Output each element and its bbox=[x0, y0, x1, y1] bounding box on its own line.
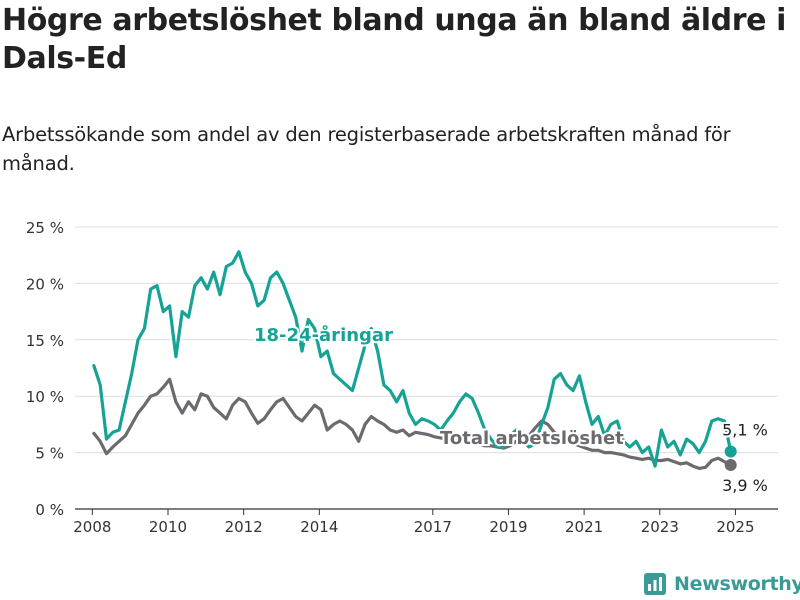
end-point-total bbox=[724, 459, 737, 472]
series-line-youth bbox=[92, 250, 733, 468]
y-tick-label: 10 % bbox=[26, 388, 64, 406]
end-value-total: 3,9 % bbox=[722, 476, 768, 495]
y-tick-label: 25 % bbox=[26, 219, 64, 237]
y-tick-label: 20 % bbox=[26, 275, 64, 293]
x-tick-label: 2012 bbox=[225, 518, 263, 536]
x-tick-label: 2008 bbox=[73, 518, 111, 536]
newsworthy-logo: Newsworthy bbox=[644, 570, 800, 598]
gridlines bbox=[75, 226, 778, 510]
y-tick-label: 0 % bbox=[35, 501, 64, 519]
chart-subtitle: Arbetssökande som andel av den registerb… bbox=[2, 123, 731, 175]
bar-chart-icon bbox=[644, 573, 666, 595]
end-value-youth: 5,1 % bbox=[722, 420, 768, 439]
series-labels: 18-24-åringar Total arbetslöshet 5,1 % 3,9 … bbox=[252, 322, 770, 497]
series-lines bbox=[92, 250, 737, 472]
x-tick-label: 2021 bbox=[565, 518, 603, 536]
x-axis: 2008 2010 2012 2014 2017 2019 2021 2023 2025 bbox=[73, 509, 755, 536]
series-label-youth: 18-24-åringar bbox=[254, 324, 393, 346]
y-tick-label: 15 % bbox=[26, 332, 64, 350]
page-title: Högre arbetslöshet bland unga än bland ä… bbox=[2, 3, 787, 76]
series-label-total: Total arbetslöshet bbox=[440, 428, 624, 449]
y-tick-label: 5 % bbox=[35, 445, 64, 463]
line-chart: 0 %5 %10 %15 %20 %25 % 2008 2010 2012 2014 2… bbox=[26, 219, 778, 536]
brand-name: Newsworthy bbox=[674, 573, 800, 595]
x-tick-label: 2014 bbox=[300, 518, 338, 536]
series-line-total bbox=[92, 377, 733, 470]
y-axis-tick-labels: 0 % 5 % 10 % 15 % 20 % 25 % bbox=[26, 219, 64, 519]
x-tick-label: 2023 bbox=[641, 518, 679, 536]
x-tick-label: 2019 bbox=[489, 518, 527, 536]
x-tick-label: 2025 bbox=[716, 518, 754, 536]
x-tick-label: 2010 bbox=[149, 518, 187, 536]
end-point-youth bbox=[724, 445, 737, 458]
x-tick-label: 2017 bbox=[414, 518, 452, 536]
